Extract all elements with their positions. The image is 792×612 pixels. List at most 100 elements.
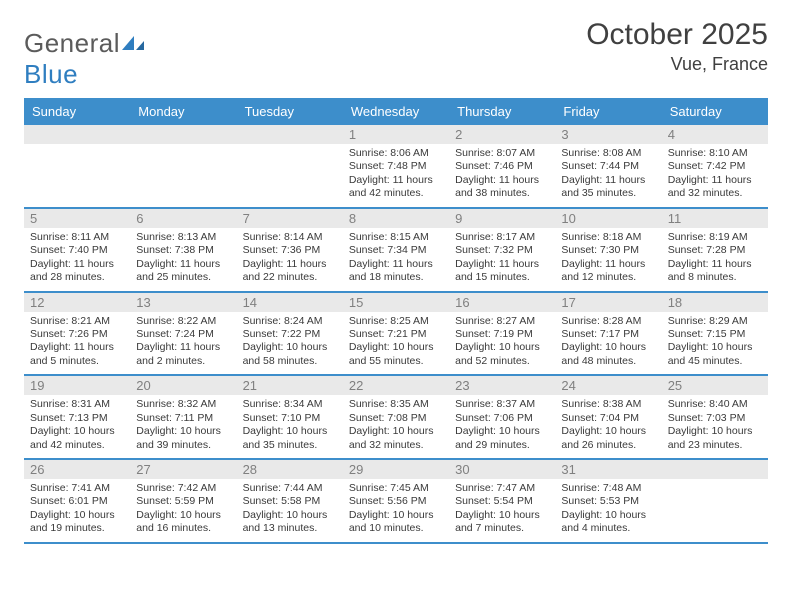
day-number: 5 bbox=[24, 209, 130, 228]
calendar-day: 13 Sunrise: 8:22 AMSunset: 7:24 PMDayligh… bbox=[130, 293, 236, 375]
day-info: Sunrise: 8:27 AMSunset: 7:19 PMDaylight:… bbox=[455, 315, 549, 369]
weekday-tue: Tuesday bbox=[237, 98, 343, 125]
day-info: Sunrise: 8:40 AMSunset: 7:03 PMDaylight:… bbox=[668, 398, 762, 452]
day-info: Sunrise: 8:22 AMSunset: 7:24 PMDaylight:… bbox=[136, 315, 230, 369]
calendar-week: 12 Sunrise: 8:21 AMSunset: 7:26 PMDayligh… bbox=[24, 293, 768, 377]
day-info: Sunrise: 7:45 AMSunset: 5:56 PMDaylight:… bbox=[349, 482, 443, 536]
day-number: 3 bbox=[555, 125, 661, 144]
calendar-day: 27Sunrise: 7:42 AMSunset: 5:59 PMDayligh… bbox=[130, 460, 236, 542]
day-number: 30 bbox=[449, 460, 555, 479]
day-number: 4 bbox=[662, 125, 768, 144]
day-number: 13 bbox=[130, 293, 236, 312]
day-info: Sunrise: 8:24 AMSunset: 7:22 PMDaylight:… bbox=[243, 315, 337, 369]
title-block: October 2025 Vue, France bbox=[586, 18, 768, 75]
calendar-day: 20 Sunrise: 8:32 AMSunset: 7:11 PMDayligh… bbox=[130, 376, 236, 458]
calendar-day: 5 Sunrise: 8:11 AMSunset: 7:40 PMDaylight… bbox=[24, 209, 130, 291]
calendar-day: 28Sunrise: 7:44 AMSunset: 5:58 PMDayligh… bbox=[237, 460, 343, 542]
calendar-day: 7 Sunrise: 8:14 AMSunset: 7:36 PMDaylight… bbox=[237, 209, 343, 291]
day-info: Sunrise: 8:18 AMSunset: 7:30 PMDaylight:… bbox=[561, 231, 655, 285]
calendar-day-empty bbox=[24, 125, 130, 207]
day-info: Sunrise: 8:34 AMSunset: 7:10 PMDaylight:… bbox=[243, 398, 337, 452]
day-number: 14 bbox=[237, 293, 343, 312]
calendar-day: 14 Sunrise: 8:24 AMSunset: 7:22 PMDayligh… bbox=[237, 293, 343, 375]
day-number: 9 bbox=[449, 209, 555, 228]
weekday-header: Sunday Monday Tuesday Wednesday Thursday… bbox=[24, 98, 768, 125]
sail-icon bbox=[120, 34, 146, 52]
day-number: 23 bbox=[449, 376, 555, 395]
day-info: Sunrise: 8:14 AMSunset: 7:36 PMDaylight:… bbox=[243, 231, 337, 285]
day-number: 7 bbox=[237, 209, 343, 228]
calendar-day: 3Sunrise: 8:08 AMSunset: 7:44 PMDaylight… bbox=[555, 125, 661, 207]
calendar-week: 26 Sunrise: 7:41 AMSunset: 6:01 PMDayligh… bbox=[24, 460, 768, 544]
calendar-day: 29Sunrise: 7:45 AMSunset: 5:56 PMDayligh… bbox=[343, 460, 449, 542]
weekday-mon: Monday bbox=[130, 98, 236, 125]
calendar-day: 24 Sunrise: 8:38 AMSunset: 7:04 PMDayligh… bbox=[555, 376, 661, 458]
logo-word-2: Blue bbox=[24, 59, 78, 89]
calendar-day: 23 Sunrise: 8:37 AMSunset: 7:06 PMDayligh… bbox=[449, 376, 555, 458]
calendar-day: 17 Sunrise: 8:28 AMSunset: 7:17 PMDayligh… bbox=[555, 293, 661, 375]
calendar-day: 4 Sunrise: 8:10 AMSunset: 7:42 PMDaylight… bbox=[662, 125, 768, 207]
day-number: 24 bbox=[555, 376, 661, 395]
calendar-grid: 1 Sunrise: 8:06 AMSunset: 7:48 PMDaylight… bbox=[24, 125, 768, 544]
day-info: Sunrise: 8:21 AMSunset: 7:26 PMDaylight:… bbox=[30, 315, 124, 369]
calendar-week: 19Sunrise: 8:31 AMSunset: 7:13 PMDayligh… bbox=[24, 376, 768, 460]
day-info: Sunrise: 8:28 AMSunset: 7:17 PMDaylight:… bbox=[561, 315, 655, 369]
logo-word-1: General bbox=[24, 28, 120, 58]
day-number: 10 bbox=[555, 209, 661, 228]
day-number: 26 bbox=[24, 460, 130, 479]
day-number: 2 bbox=[449, 125, 555, 144]
calendar-week: 5 Sunrise: 8:11 AMSunset: 7:40 PMDaylight… bbox=[24, 209, 768, 293]
day-bar-empty bbox=[662, 460, 768, 479]
day-info: Sunrise: 8:19 AMSunset: 7:28 PMDaylight:… bbox=[668, 231, 762, 285]
day-info: Sunrise: 8:10 AMSunset: 7:42 PMDaylight:… bbox=[668, 147, 762, 201]
calendar-day: 18 Sunrise: 8:29 AMSunset: 7:15 PMDayligh… bbox=[662, 293, 768, 375]
day-number: 25 bbox=[662, 376, 768, 395]
weekday-sat: Saturday bbox=[662, 98, 768, 125]
day-number: 27 bbox=[130, 460, 236, 479]
calendar-day-empty bbox=[237, 125, 343, 207]
day-bar-empty bbox=[237, 125, 343, 144]
calendar-day: 1 Sunrise: 8:06 AMSunset: 7:48 PMDaylight… bbox=[343, 125, 449, 207]
day-number: 20 bbox=[130, 376, 236, 395]
calendar-day: 21 Sunrise: 8:34 AMSunset: 7:10 PMDayligh… bbox=[237, 376, 343, 458]
calendar-day: 30 Sunrise: 7:47 AMSunset: 5:54 PMDayligh… bbox=[449, 460, 555, 542]
day-info: Sunrise: 8:38 AMSunset: 7:04 PMDaylight:… bbox=[561, 398, 655, 452]
day-info: Sunrise: 8:11 AMSunset: 7:40 PMDaylight:… bbox=[30, 231, 124, 285]
day-bar-empty bbox=[130, 125, 236, 144]
day-number: 22 bbox=[343, 376, 449, 395]
day-info: Sunrise: 8:06 AMSunset: 7:48 PMDaylight:… bbox=[349, 147, 443, 201]
calendar-day: 22 Sunrise: 8:35 AMSunset: 7:08 PMDayligh… bbox=[343, 376, 449, 458]
weekday-thu: Thursday bbox=[449, 98, 555, 125]
day-number: 12 bbox=[24, 293, 130, 312]
day-info: Sunrise: 7:41 AMSunset: 6:01 PMDaylight:… bbox=[30, 482, 124, 536]
day-number: 8 bbox=[343, 209, 449, 228]
day-info: Sunrise: 8:25 AMSunset: 7:21 PMDaylight:… bbox=[349, 315, 443, 369]
day-info: Sunrise: 8:17 AMSunset: 7:32 PMDaylight:… bbox=[455, 231, 549, 285]
day-info: Sunrise: 8:15 AMSunset: 7:34 PMDaylight:… bbox=[349, 231, 443, 285]
day-info: Sunrise: 8:35 AMSunset: 7:08 PMDaylight:… bbox=[349, 398, 443, 452]
day-info: Sunrise: 8:32 AMSunset: 7:11 PMDaylight:… bbox=[136, 398, 230, 452]
calendar-day: 9 Sunrise: 8:17 AMSunset: 7:32 PMDaylight… bbox=[449, 209, 555, 291]
calendar-week: 1 Sunrise: 8:06 AMSunset: 7:48 PMDaylight… bbox=[24, 125, 768, 209]
calendar-day-empty bbox=[130, 125, 236, 207]
calendar-day: 26 Sunrise: 7:41 AMSunset: 6:01 PMDayligh… bbox=[24, 460, 130, 542]
calendar-day: 10 Sunrise: 8:18 AMSunset: 7:30 PMDayligh… bbox=[555, 209, 661, 291]
day-number: 1 bbox=[343, 125, 449, 144]
day-number: 18 bbox=[662, 293, 768, 312]
day-info: Sunrise: 8:07 AMSunset: 7:46 PMDaylight:… bbox=[455, 147, 549, 201]
calendar-day: 11 Sunrise: 8:19 AMSunset: 7:28 PMDayligh… bbox=[662, 209, 768, 291]
calendar-day: 19Sunrise: 8:31 AMSunset: 7:13 PMDayligh… bbox=[24, 376, 130, 458]
day-number: 17 bbox=[555, 293, 661, 312]
day-info: Sunrise: 7:47 AMSunset: 5:54 PMDaylight:… bbox=[455, 482, 549, 536]
calendar-day: 2 Sunrise: 8:07 AMSunset: 7:46 PMDaylight… bbox=[449, 125, 555, 207]
day-info: Sunrise: 8:37 AMSunset: 7:06 PMDaylight:… bbox=[455, 398, 549, 452]
day-number: 21 bbox=[237, 376, 343, 395]
day-info: Sunrise: 7:44 AMSunset: 5:58 PMDaylight:… bbox=[243, 482, 337, 536]
calendar-day: 6Sunrise: 8:13 AMSunset: 7:38 PMDaylight… bbox=[130, 209, 236, 291]
day-info: Sunrise: 8:29 AMSunset: 7:15 PMDaylight:… bbox=[668, 315, 762, 369]
day-number: 11 bbox=[662, 209, 768, 228]
calendar-day: 16Sunrise: 8:27 AMSunset: 7:19 PMDayligh… bbox=[449, 293, 555, 375]
location-label: Vue, France bbox=[586, 54, 768, 75]
weekday-wed: Wednesday bbox=[343, 98, 449, 125]
day-bar-empty bbox=[24, 125, 130, 144]
